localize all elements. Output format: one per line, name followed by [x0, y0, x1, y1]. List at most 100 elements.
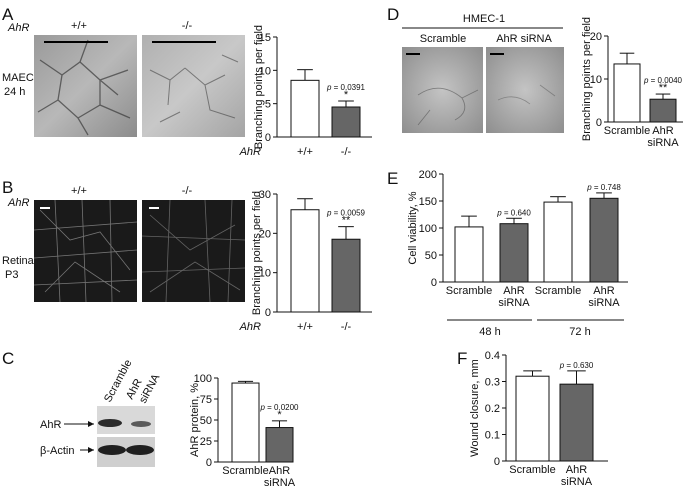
panel-a-chart-significance-stars: * — [344, 89, 349, 101]
panel-c-chart-y-label: AhR protein, % — [189, 383, 201, 457]
panel-d-letter: D — [387, 5, 399, 24]
panel-a-chart-y-label: Branching points per field — [253, 25, 265, 149]
panel-e-chart-bar-ahr-sirna-3 — [589, 197, 619, 283]
panel-c-band-label-ahr: AhR — [40, 419, 61, 431]
panel-a-vessel-network-wildtype — [37, 39, 131, 136]
panel-c-chart-p-value: p = 0.0200 — [259, 403, 299, 412]
panel-f-chart-y-tick-label: 0.4 — [485, 350, 500, 362]
panel-b-col-wt: +/+ — [71, 185, 87, 197]
panel-c-band-label-actin: β-Actin — [40, 445, 74, 457]
panel-b-col-ko: -/- — [182, 185, 193, 197]
panel-b-chart-y-tick-label: 20 — [259, 228, 271, 240]
panel-e-chart-bar-scramble-2 — [543, 201, 573, 283]
panel-e-chart-x-tick-label: AhR — [593, 285, 614, 297]
panel-d-chart-significance-stars: ** — [659, 82, 668, 94]
panel-e-chart-p-value: p = 0.640 — [496, 208, 531, 217]
panel-b-chart-y-tick-label: 0 — [265, 307, 271, 319]
panel-c-chart-bar-scramble-0 — [231, 382, 260, 463]
panel-c-chart-x-tick-label: AhR — [269, 465, 290, 477]
panel-e-chart-p-value: p = 0.748 — [586, 183, 621, 192]
panel-b-row-label-1: Retina — [2, 255, 35, 267]
panel-f-chart-p-value: p = 0.630 — [559, 361, 594, 370]
panel-c-chart-y-tick-label: 25 — [200, 436, 212, 448]
panel-c-band-ahr-scramble — [98, 419, 122, 427]
panel-e-chart-y-tick-label: 0 — [431, 277, 437, 289]
panel-a-chart-p-value: p = 0.0391 — [326, 83, 366, 92]
panel-c: C Scramble AhR siRNA AhR β-Actin 0 25 50 75… — [2, 349, 299, 489]
panel-c-band-actin-sirna — [126, 445, 154, 455]
panel-d-chart-y-tick-label: 0 — [596, 117, 602, 129]
panel-a-chart-y-tick-label: 5 — [265, 99, 271, 111]
panel-b-chart-y-label: Branching points per field — [251, 191, 263, 315]
panel-c-chart-significance-stars: * — [277, 409, 282, 421]
panel-a-micrograph-wildtype — [34, 35, 137, 137]
panel-c-chart-y-tick-label: 0 — [206, 457, 212, 469]
panel-b-ahr-label: AhR — [7, 197, 29, 209]
panel-c-chart-bar-ahr-sirna-1 — [265, 427, 294, 463]
panel-f-chart-y-tick-label: 0.2 — [485, 403, 500, 415]
panel-f-chart-y-tick-label: 0 — [494, 456, 500, 468]
panel-a-micrograph-knockout — [142, 35, 245, 137]
panel-d-micrograph-scramble — [402, 47, 483, 133]
panel-b-vessel-network-knockout — [141, 199, 246, 303]
panel-b-chart-p-value: p = 0.0059 — [326, 209, 366, 218]
panel-a-chart-y-tick-label: 0 — [265, 132, 271, 144]
panel-e-chart-y-tick-label: 150 — [419, 196, 437, 208]
panel-b-chart-x-label: AhR — [239, 321, 261, 333]
panel-a-chart-x-tick-label: -/- — [341, 146, 352, 158]
panel-e-chart-y-tick-label: 50 — [425, 250, 437, 262]
panel-f-chart-x-tick-label: Scramble — [509, 464, 555, 476]
panel-e-group-72h: 72 h — [569, 326, 590, 338]
panel-e-chart-x-tick-label: Scramble — [535, 285, 581, 297]
panel-d-chart-y-tick-label: 10 — [590, 74, 602, 86]
panel-c-arrowhead-ahr — [88, 421, 94, 427]
panel-e-chart-x-tick-label: siRNA — [498, 297, 530, 309]
panel-a-chart-x-tick-label: +/+ — [297, 146, 313, 158]
panel-d-tube-network-sirna — [497, 84, 556, 105]
panel-a-row-label-1: MAEC — [2, 72, 34, 84]
panel-d-header: HMEC-1 — [463, 13, 505, 25]
panel-a-chart-y-tick-label: 15 — [259, 32, 271, 44]
panel-e-chart-x-tick-label: siRNA — [588, 297, 620, 309]
panel-e-chart-bar-ahr-sirna-1 — [499, 223, 529, 283]
panel-a: A AhR +/+ -/- MAEC 24 h 0 5 10 15Branching … — [2, 5, 372, 158]
panel-c-chart-x-tick-label: siRNA — [264, 477, 296, 489]
panel-a-chart-bar--0 — [290, 79, 320, 138]
panel-c-chart-y-tick-label: 75 — [200, 394, 212, 406]
panel-f: F 0 0.1 0.2 0.3 0.4 Wound closure, mm Scramble… — [457, 349, 608, 488]
panel-b: B AhR +/+ -/- Retina P3 0 10 20 30Branching… — [2, 178, 372, 333]
panel-b-row-label-2: P3 — [5, 269, 18, 281]
panel-b-chart-y-tick-label: 30 — [259, 189, 271, 201]
panel-f-chart-x-tick-label: siRNA — [561, 476, 593, 488]
panel-f-chart-x-tick-label: AhR — [566, 464, 587, 476]
panel-f-letter: F — [457, 349, 467, 368]
panel-d-tube-network-scramble — [417, 87, 479, 126]
panel-a-vessel-network-knockout — [149, 54, 239, 123]
panel-a-col-wt: +/+ — [71, 20, 87, 32]
panel-d-chart-bar-ahr-sirna-1 — [649, 98, 677, 123]
panel-f-chart-bar-ahr-sirna-1 — [559, 383, 594, 462]
panel-b-chart-x-tick-label: +/+ — [297, 321, 313, 333]
panel-f-chart-bar-scramble-0 — [515, 375, 550, 462]
panel-d-chart-x-tick-label: Scramble — [604, 125, 650, 137]
panel-a-chart-x-label: AhR — [239, 146, 261, 158]
panel-a-chart-y-tick-label: 10 — [259, 65, 271, 77]
panel-f-chart: 0 0.1 0.2 0.3 0.4 Wound closure, mm Scramble Ah… — [469, 350, 608, 488]
panel-d-col-2: AhR siRNA — [496, 33, 552, 45]
panel-f-chart-y-tick-label: 0.3 — [485, 377, 500, 389]
panel-a-letter: A — [2, 5, 14, 24]
panel-e-letter: E — [387, 169, 398, 188]
panel-b-chart-y-tick-label: 10 — [259, 268, 271, 280]
panel-e-chart-y-label: Cell viability, % — [407, 191, 419, 264]
panel-f-chart-y-tick-label: 0.1 — [485, 430, 500, 442]
panel-d-chart-x-tick-label: AhR — [652, 125, 673, 137]
panel-c-arrowhead-actin — [88, 447, 94, 453]
panel-d-micrograph-sirna — [486, 47, 564, 133]
panel-a-ahr-label: AhR — [7, 22, 29, 34]
panel-e-chart-bar-scramble-0 — [454, 226, 484, 283]
